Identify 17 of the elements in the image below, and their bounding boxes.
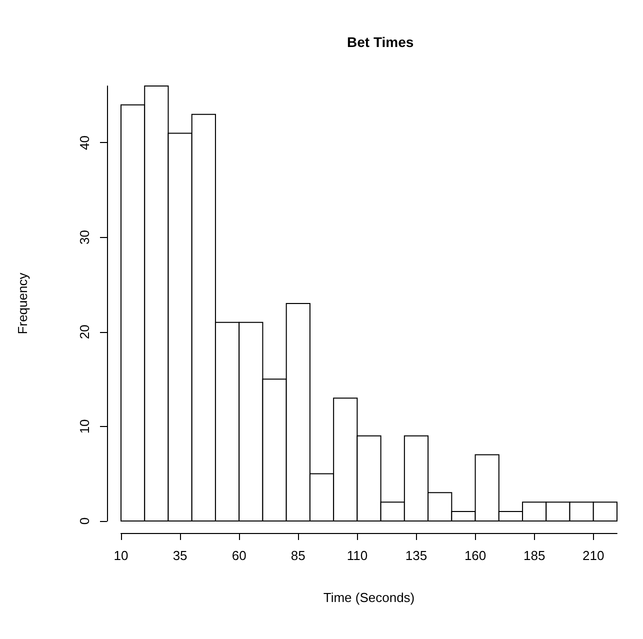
x-tick-label: 135 <box>405 548 428 563</box>
x-tick-label: 160 <box>464 548 486 563</box>
y-tick-label: 10 <box>77 419 92 434</box>
x-tick-label: 210 <box>582 548 604 563</box>
y-tick-label: 0 <box>77 517 92 525</box>
x-tick-label: 185 <box>523 548 546 563</box>
y-tick-label: 30 <box>77 230 92 245</box>
x-axis-title: Time (Seconds) <box>323 590 415 605</box>
y-tick-label: 20 <box>77 324 92 340</box>
x-tick-label: 85 <box>290 548 306 563</box>
x-tick-label: 35 <box>172 548 188 563</box>
x-tick-label: 60 <box>232 548 246 563</box>
y-axis-title: Frequency <box>15 272 30 334</box>
chart-title: Bet Times <box>347 34 414 50</box>
x-tick-label: 10 <box>114 548 128 563</box>
y-tick-label: 40 <box>77 136 92 150</box>
x-tick-label: 110 <box>346 548 368 563</box>
